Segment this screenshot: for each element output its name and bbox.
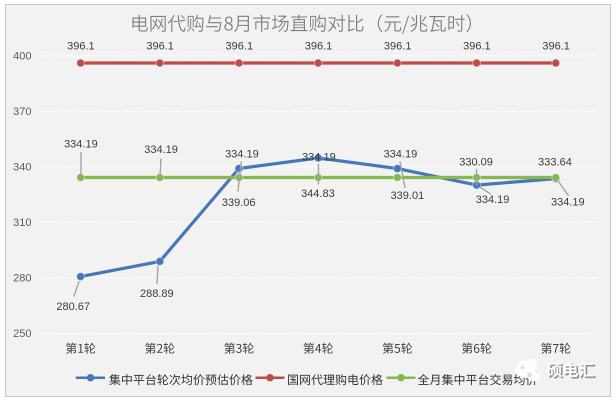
svg-text:370: 370 xyxy=(13,106,31,118)
svg-text:334.19: 334.19 xyxy=(64,138,98,150)
svg-text:330.09: 330.09 xyxy=(459,157,493,169)
svg-text:250: 250 xyxy=(13,328,31,340)
svg-text:340: 340 xyxy=(13,162,31,174)
svg-text:400: 400 xyxy=(13,51,31,63)
svg-text:396.1: 396.1 xyxy=(146,40,174,52)
svg-text:334.19: 334.19 xyxy=(302,152,336,164)
svg-text:396.1: 396.1 xyxy=(67,40,95,52)
svg-text:339.01: 339.01 xyxy=(391,190,425,202)
svg-text:280.67: 280.67 xyxy=(56,301,90,313)
svg-text:334.19: 334.19 xyxy=(551,197,585,209)
svg-text:334.19: 334.19 xyxy=(144,144,178,156)
svg-text:333.64: 333.64 xyxy=(538,157,572,169)
svg-text:334.19: 334.19 xyxy=(384,148,418,160)
svg-text:396.1: 396.1 xyxy=(226,40,254,52)
svg-text:334.19: 334.19 xyxy=(225,148,259,160)
svg-text:396.1: 396.1 xyxy=(542,40,570,52)
svg-text:344.83: 344.83 xyxy=(301,188,335,200)
svg-text:334.19: 334.19 xyxy=(476,194,510,206)
svg-text:339.06: 339.06 xyxy=(222,197,256,209)
svg-text:396.1: 396.1 xyxy=(305,40,333,52)
svg-text:280: 280 xyxy=(13,273,31,285)
svg-text:396.1: 396.1 xyxy=(384,40,412,52)
svg-text:310: 310 xyxy=(13,217,31,229)
svg-text:288.89: 288.89 xyxy=(140,288,174,300)
svg-text:396.1: 396.1 xyxy=(463,40,491,52)
